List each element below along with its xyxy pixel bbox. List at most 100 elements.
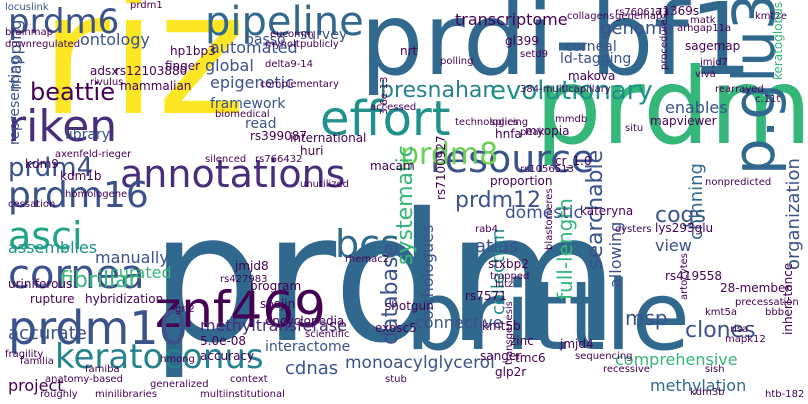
word-exosc5: exosc5 (375, 321, 417, 335)
word-kmt2e: kmt2e (755, 11, 787, 22)
word-corneal: corneal (565, 39, 617, 55)
word-monoacylglycerol: monoacylglycerol (345, 353, 495, 373)
word-effort: effort (320, 91, 451, 147)
word-curated: curated (110, 263, 172, 282)
word-msp: msp (625, 306, 668, 330)
word-prdi-bf1: prdi-bf1 (360, 0, 753, 98)
word-scientific: scientific (305, 329, 350, 340)
word-rs766432: rs766432 (255, 154, 303, 165)
word-sish: sish (705, 364, 725, 375)
word-kdm3b: kdm3b (690, 387, 725, 398)
word-soojin: soojin (260, 297, 296, 311)
word-sequencing: sequencing (575, 351, 633, 362)
word-jmjd8: jmjd8 (235, 259, 269, 273)
word-brittle: brittle (405, 262, 691, 372)
word-organization: organization (783, 158, 804, 270)
word-prdm1: prdm1 (130, 0, 163, 11)
word-axenfeld-rieger: axenfeld-rieger (55, 149, 132, 160)
word-complementary: complementary (260, 79, 339, 90)
word-hp1bp3: hp1bp3 (170, 44, 216, 58)
word-riken: riken (8, 101, 118, 152)
word-assemblies: assemblies (8, 238, 98, 257)
word-epigenetic: epigenetic (210, 73, 294, 92)
word-rs419558: rs419558 (665, 269, 722, 283)
word-rivulus: rivulus (90, 77, 124, 88)
word-lys293glu: lys293glu (655, 221, 714, 235)
word-htb-182: htb-182 (765, 389, 805, 400)
word-proportion: proportion (490, 174, 553, 188)
word-context: context (230, 374, 268, 385)
word-pipeline: pipeline (205, 0, 364, 45)
word-automated: automated (210, 38, 298, 57)
word-read: read (245, 116, 277, 132)
word-brainmap: brainmap (5, 27, 53, 38)
word-rs7571: rs7571 (465, 289, 507, 303)
word-biomedical: biomedical (215, 109, 270, 120)
word-3-6e-13: 3.6e-13 (379, 76, 390, 115)
word-huri: huri (300, 144, 324, 158)
word-macam: macam (370, 159, 415, 173)
word-genemap: genemap (615, 11, 663, 22)
word-roughly: roughly (40, 389, 78, 400)
word-genome: genome (600, 18, 674, 39)
word-domestic: domestic (505, 203, 583, 223)
word-setd9: setd9 (520, 49, 548, 60)
word-global: global (205, 56, 254, 75)
word-bresnahan: bresnahan (380, 78, 497, 103)
word-mapviewer: mapviewer (650, 114, 717, 128)
word-myholt: myholt (265, 39, 300, 50)
word-384-multicapillary: 384-multicapillary (520, 84, 611, 95)
word-kdm9: kdm9 (25, 157, 59, 171)
word-atlas: atlas (475, 236, 519, 257)
word-transgenesis: transgenesis (504, 301, 515, 365)
word-cogs: cogs (655, 203, 706, 228)
word-splicing: splicing (490, 117, 529, 128)
word-cessation: cessation (8, 199, 56, 210)
word-peak: peak (520, 127, 545, 138)
word-homologene: homologene (65, 189, 128, 200)
word-matk: matk (690, 15, 716, 26)
word-sanger: sanger (480, 349, 522, 363)
word-comprehensive: comprehensive (615, 350, 738, 369)
word-stub: stub (385, 374, 407, 385)
word-publicly: publicly (300, 39, 339, 50)
word-hybridization: hybridization (85, 292, 164, 306)
word-unutilized: unutilized (300, 179, 350, 190)
word-jmjd7: jmjd7 (700, 57, 729, 68)
word-rupture: rupture (30, 292, 75, 306)
word-28-member: 28-member (720, 281, 791, 295)
word-situ: situ (625, 123, 644, 134)
word-gl399: gl399 (505, 34, 539, 48)
word-gr-2: gr-2 (175, 304, 195, 315)
word-hmong: hmong (160, 354, 195, 365)
word-familia: familia (20, 356, 54, 367)
word-cr-1-0: cr_1.0 (555, 154, 592, 168)
word-procedures: procedures (659, 14, 670, 70)
word-stxbp2: stxbp2 (488, 257, 529, 271)
word-zinc: zinc (510, 334, 534, 348)
word-prdm12: prdm12 (455, 188, 542, 213)
word-prdm6: prdm6 (8, 2, 120, 42)
word-kmt5b: kmt5b (482, 319, 521, 333)
word-kdm1b: kdm1b (60, 169, 102, 183)
word-accessed: accessed (370, 102, 417, 113)
word-library: library (65, 127, 111, 143)
word-cornea: cornea (8, 252, 145, 298)
word-silenced: silenced (205, 154, 247, 165)
word-asci: asci (8, 214, 83, 258)
word-mmdb: mmdb (555, 114, 588, 125)
word-connective: connective (415, 313, 503, 332)
word-keratoconus: keratoconus (55, 337, 264, 377)
word-prdm2: prdm2 (535, 46, 808, 168)
word-viva: viva (695, 69, 716, 80)
word-bcs: bcs (335, 222, 400, 266)
word-precessation: precessation (735, 297, 799, 308)
word-sagemap: sagemap (685, 39, 741, 53)
word-multiinstitutional: multiinstitutional (200, 389, 285, 400)
word-famiba: famiba (85, 364, 120, 375)
word-artocytes: artocytes (679, 253, 690, 300)
word-hnfa: hnfa (495, 127, 522, 141)
word-finger: finger (165, 59, 201, 73)
word-international: international (290, 131, 367, 145)
